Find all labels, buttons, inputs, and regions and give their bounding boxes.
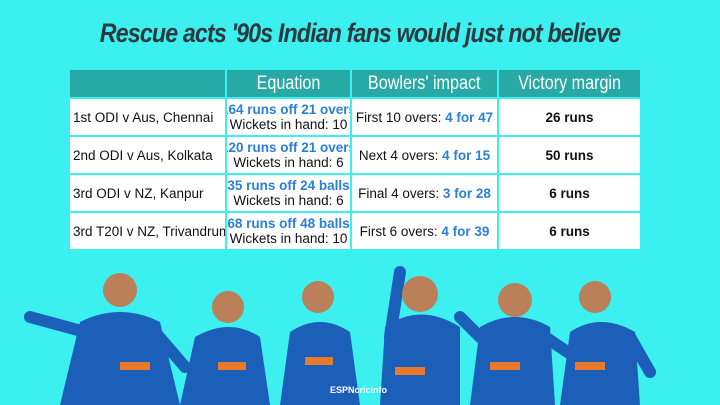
equation: 164 runs off 21 overs bbox=[227, 102, 350, 117]
header-cell bbox=[70, 70, 225, 97]
match: 1st ODI v Aus, Chennai bbox=[73, 109, 214, 125]
header-text: Equation bbox=[256, 73, 321, 94]
header-cell: Victory margin bbox=[499, 70, 640, 97]
equation-cell: 68 runs off 48 balls Wickets in hand: 10 bbox=[227, 213, 350, 249]
wickets: Wickets in hand: 6 bbox=[233, 155, 344, 170]
impact-cell: Next 4 overs: 4 for 15 bbox=[352, 137, 497, 173]
margin: 50 runs bbox=[545, 147, 594, 163]
phase: Next 4 overs: bbox=[358, 147, 439, 163]
match: 3rd T20I v NZ, Trivandrum bbox=[73, 223, 225, 239]
player-photos bbox=[24, 266, 656, 405]
figures: 4 for 15 bbox=[442, 147, 491, 163]
match-cell: 3rd T20I v NZ, Trivandrum bbox=[70, 213, 225, 249]
match: 2nd ODI v Aus, Kolkata bbox=[73, 147, 213, 163]
header-cell: Bowlers' impact bbox=[352, 70, 497, 97]
margin-cell: 50 runs bbox=[499, 137, 640, 173]
figures: 4 for 47 bbox=[445, 109, 494, 125]
watermark: ESPNcricinfo bbox=[330, 385, 388, 395]
impact-cell: First 10 overs: 4 for 47 bbox=[352, 99, 497, 135]
wickets: Wickets in hand: 6 bbox=[233, 193, 344, 208]
equation: 68 runs off 48 balls bbox=[227, 216, 350, 231]
phase: First 10 overs: bbox=[355, 109, 442, 125]
header-text: Bowlers' impact bbox=[368, 73, 481, 94]
equation-cell: 35 runs off 24 balls Wickets in hand: 6 bbox=[227, 175, 350, 211]
margin-cell: 6 runs bbox=[499, 175, 640, 211]
margin: 6 runs bbox=[549, 185, 590, 201]
figures: 4 for 39 bbox=[441, 223, 490, 239]
wickets: Wickets in hand: 10 bbox=[229, 231, 348, 246]
match-cell: 2nd ODI v Aus, Kolkata bbox=[70, 137, 225, 173]
match-cell: 1st ODI v Aus, Chennai bbox=[70, 99, 225, 135]
impact-cell: Final 4 overs: 3 for 28 bbox=[352, 175, 497, 211]
wickets: Wickets in hand: 10 bbox=[229, 117, 348, 132]
equation-cell: 164 runs off 21 overs Wickets in hand: 10 bbox=[227, 99, 350, 135]
margin: 26 runs bbox=[545, 109, 594, 125]
margin: 6 runs bbox=[549, 223, 590, 239]
phase: First 6 overs: bbox=[359, 223, 438, 239]
impact-line: First 6 overs: 4 for 39 bbox=[360, 224, 490, 239]
table: Equation Bowlers' impact Victory margin 1st… bbox=[70, 70, 640, 249]
title: Rescue acts '90s Indian fans would just … bbox=[99, 18, 621, 48]
margin-cell: 6 runs bbox=[499, 213, 640, 249]
margin-cell: 26 runs bbox=[499, 99, 640, 135]
header-text: Victory margin bbox=[518, 73, 621, 94]
equation: 120 runs off 21 overs bbox=[227, 140, 350, 155]
impact-line: Next 4 overs: 4 for 15 bbox=[359, 148, 490, 163]
match-cell: 3rd ODI v NZ, Kanpur bbox=[70, 175, 225, 211]
equation: 35 runs off 24 balls bbox=[227, 178, 350, 193]
equation-cell: 120 runs off 21 overs Wickets in hand: 6 bbox=[227, 137, 350, 173]
impact-line: First 10 overs: 4 for 47 bbox=[356, 110, 493, 125]
figures: 3 for 28 bbox=[442, 185, 491, 201]
phase: Final 4 overs: bbox=[358, 185, 440, 201]
match: 3rd ODI v NZ, Kanpur bbox=[73, 185, 204, 201]
header-cell: Equation bbox=[227, 70, 350, 97]
impact-cell: First 6 overs: 4 for 39 bbox=[352, 213, 497, 249]
impact-line: Final 4 overs: 3 for 28 bbox=[358, 186, 491, 201]
